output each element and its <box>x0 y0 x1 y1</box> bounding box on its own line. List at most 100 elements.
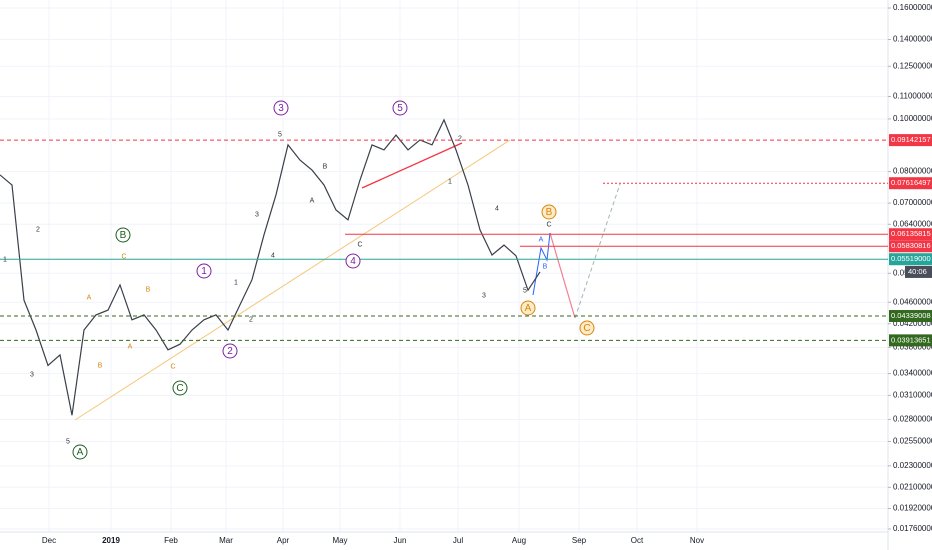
wave-label: 2 <box>227 346 233 357</box>
wave-label: B <box>98 362 103 369</box>
price-label-box <box>889 310 932 323</box>
price-label: 0.07616497 <box>891 178 931 187</box>
y-tick-label: 0.02100000 <box>893 482 932 491</box>
wave-circle <box>520 300 536 316</box>
wave-label: C <box>357 241 362 248</box>
wave-label: 2 <box>249 316 253 323</box>
price-line <box>0 118 541 416</box>
wave-label: C <box>546 221 551 228</box>
wave-label: C <box>176 383 183 394</box>
wave-circle <box>345 253 361 269</box>
trend-line <box>361 142 463 189</box>
y-tick-label: 0.04200000 <box>893 319 932 328</box>
wave-label: A <box>87 294 92 301</box>
wave-label: 5 <box>397 103 403 114</box>
y-tick-label: 0.10000000 <box>893 114 932 123</box>
wave-label: 5 <box>278 131 282 138</box>
y-tick-label: 0.01760000 <box>893 524 932 533</box>
trend-line <box>74 139 511 421</box>
projection <box>549 232 576 319</box>
price-label-box <box>889 334 932 347</box>
wave-label: B <box>543 263 548 270</box>
y-tick-label: 0.16000000 <box>893 3 932 12</box>
y-tick-label: 0.12500000 <box>893 61 932 70</box>
wave-label: 5 <box>66 438 70 445</box>
wave-circle <box>541 204 557 220</box>
y-tick-label: 0.02800000 <box>893 415 932 424</box>
y-tick-label: 0.02300000 <box>893 461 932 470</box>
price-label: 0.04339008 <box>891 311 931 320</box>
wave-label: B <box>546 207 553 218</box>
wave-label: 1 <box>201 266 207 277</box>
price-label-box <box>889 177 932 190</box>
x-tick-label: Aug <box>512 536 526 545</box>
wave-label: 3 <box>482 292 486 299</box>
wave-label: C <box>170 363 175 370</box>
price-label-box <box>889 134 932 147</box>
x-tick-label: Jul <box>453 536 463 545</box>
wave-label: 1 <box>448 178 452 185</box>
y-tick-label: 0.14000000 <box>893 35 932 44</box>
y-tick-label: 0.06400000 <box>893 219 932 228</box>
wave-circle <box>579 320 595 336</box>
price-label: 0.05519000 <box>891 254 931 263</box>
wave-label: A <box>128 343 133 350</box>
y-tick-label: 0.08000000 <box>893 167 932 176</box>
wave-label: 4 <box>271 252 275 259</box>
wave-label: A <box>77 447 84 458</box>
x-tick-label: Jun <box>394 536 407 545</box>
wave-circle <box>392 100 408 116</box>
wave-label: 5 <box>523 287 527 294</box>
price-label: 0.03913651 <box>891 335 931 344</box>
price-label-box <box>889 253 932 266</box>
wave-circle <box>222 343 238 359</box>
wave-circle <box>273 100 289 116</box>
wave-circle <box>72 444 88 460</box>
price-label-box <box>889 228 932 241</box>
projection <box>574 183 621 319</box>
countdown: 40:06 <box>908 267 927 276</box>
x-tick-label: May <box>332 536 347 545</box>
price-label: 0.09142157 <box>891 135 931 144</box>
y-tick-label: 0.07000000 <box>893 198 932 207</box>
x-tick-label: Dec <box>42 536 56 545</box>
price-label-box <box>889 240 932 253</box>
wave-label: 3 <box>255 211 259 218</box>
wave-label: B <box>146 286 151 293</box>
x-tick-label: Mar <box>219 536 233 545</box>
y-tick-label: 0.03800000 <box>893 342 932 351</box>
x-tick-label: Feb <box>164 536 178 545</box>
y-tick-label: 0.04600000 <box>893 297 932 306</box>
y-tick-label: 0.11000000 <box>893 92 932 101</box>
x-tick-label: Oct <box>631 536 644 545</box>
x-tick-label: Apr <box>277 536 290 545</box>
x-tick-label: 2019 <box>102 536 120 545</box>
price-label: 0.05830816 <box>891 241 931 250</box>
countdown-box <box>905 265 932 278</box>
y-tick-label: 0.02550000 <box>893 437 932 446</box>
wave-label: 3 <box>278 103 284 114</box>
wave-circle <box>196 263 212 279</box>
wave-circle <box>172 380 188 396</box>
wave-label: B <box>323 163 328 170</box>
wave-label: C <box>583 323 590 334</box>
wave-label: B <box>120 230 127 241</box>
price-label: 0.06135815 <box>891 229 931 238</box>
wave-label: A <box>539 236 544 243</box>
y-tick-label: 0.03100000 <box>893 390 932 399</box>
y-tick-label: 0.01920000 <box>893 504 932 513</box>
wave-label: 4 <box>350 256 356 267</box>
wave-label: 2 <box>458 135 462 142</box>
grid <box>0 0 888 532</box>
wave-label: 2 <box>36 226 40 233</box>
wave-label: 4 <box>495 205 499 212</box>
wave-label: 1 <box>234 279 238 286</box>
wave-label: 3 <box>30 371 34 378</box>
y-tick-label: 0.03400000 <box>893 369 932 378</box>
x-tick-label: Sep <box>572 536 587 545</box>
wave-label: A <box>525 303 532 314</box>
wave-label: 1 <box>3 256 7 263</box>
x-tick-label: Nov <box>690 536 704 545</box>
